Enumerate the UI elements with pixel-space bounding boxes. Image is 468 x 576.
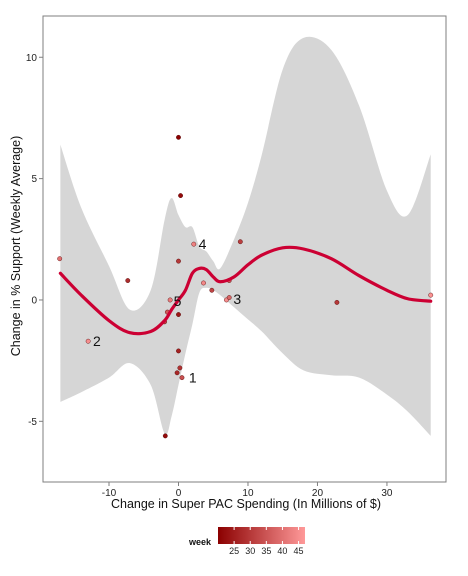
- data-point: [162, 433, 168, 439]
- x-tick-label: 30: [381, 488, 393, 499]
- y-axis-title: Change in % Support (Weekly Average): [9, 136, 23, 357]
- point-annotation: 3: [233, 291, 241, 307]
- loess-line: [58, 245, 433, 336]
- y-tick-label: -5: [28, 417, 37, 428]
- data-point: [178, 193, 183, 199]
- x-tick-label: 10: [242, 488, 254, 499]
- x-tick-label: -10: [102, 488, 117, 499]
- legend-tick-label: 35: [261, 546, 271, 556]
- data-point: [201, 280, 206, 286]
- legend-tick-label: 25: [229, 546, 239, 556]
- y-tick-label: 0: [31, 295, 37, 306]
- data-point: [176, 258, 181, 264]
- data-point: [428, 292, 434, 298]
- confidence-band: [60, 36, 431, 436]
- legend-tick-label: 30: [245, 546, 255, 556]
- point-annotation: 4: [199, 236, 207, 252]
- data-point: [125, 278, 131, 283]
- point-annotation: 2: [93, 333, 101, 349]
- data-point: [176, 312, 181, 317]
- point-annotation: 5: [174, 293, 182, 309]
- legend-title: week: [188, 537, 212, 547]
- legend: week 25 30 35 40 45: [188, 527, 305, 556]
- data-point: [176, 134, 181, 140]
- y-tick-label: 5: [31, 174, 37, 185]
- y-tick-label: 10: [26, 53, 38, 64]
- data-point: [226, 295, 232, 300]
- data-point: [237, 239, 243, 245]
- x-axis-title: Change in Super PAC Spending (In Million…: [111, 497, 381, 511]
- plot-area: 1 2 3 4 5 -10 0 10 20 30 -5 0 5 10: [26, 15, 447, 499]
- data-point: [191, 241, 197, 247]
- legend-tick-label: 40: [277, 546, 287, 556]
- x-tick-label: 0: [176, 488, 182, 499]
- point-annotation: 1: [189, 370, 197, 386]
- x-tick-label: 20: [312, 488, 324, 499]
- data-point: [179, 375, 185, 381]
- legend-colorbar: [218, 527, 305, 544]
- data-point: [209, 287, 215, 293]
- data-point: [176, 348, 181, 354]
- data-point: [177, 365, 183, 371]
- data-point: [85, 338, 91, 344]
- data-point: [57, 256, 63, 262]
- legend-tick-label: 45: [294, 546, 304, 556]
- data-point: [174, 370, 180, 376]
- data-point: [167, 297, 173, 303]
- data-point: [334, 299, 340, 305]
